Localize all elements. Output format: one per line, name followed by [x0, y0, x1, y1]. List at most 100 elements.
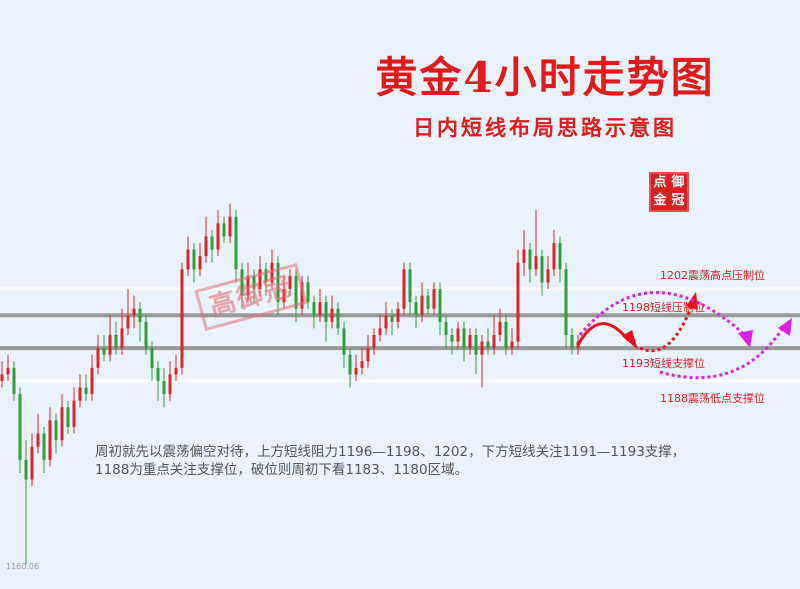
candle	[288, 269, 292, 296]
candle-body	[504, 321, 508, 349]
candle	[522, 229, 526, 276]
level-line-1202	[0, 287, 800, 291]
candle	[324, 295, 328, 342]
candle-body	[342, 328, 346, 355]
candle	[192, 243, 196, 283]
candle-body	[468, 334, 472, 349]
red-arrow-solid	[576, 322, 630, 346]
candle-body	[282, 289, 286, 303]
candle-body	[12, 367, 16, 395]
candle-body	[528, 249, 532, 270]
candle-body	[570, 334, 574, 349]
seal-char: 金	[653, 193, 667, 208]
seal-char: 点	[653, 175, 667, 190]
candle-body	[450, 334, 454, 342]
candle-body	[276, 262, 280, 303]
candle	[342, 321, 346, 368]
candle-body	[480, 341, 484, 355]
candle	[66, 400, 70, 434]
candle	[78, 374, 82, 408]
candle	[138, 302, 142, 342]
candle	[468, 328, 472, 355]
candle-body	[102, 348, 106, 355]
candle	[252, 269, 256, 303]
candle-body	[180, 269, 184, 368]
candle-body	[546, 269, 550, 283]
candle-body	[156, 367, 160, 381]
candle	[420, 282, 424, 322]
candle	[180, 262, 184, 375]
candle	[90, 354, 94, 401]
candle-body	[438, 289, 442, 322]
candle-body	[312, 302, 316, 316]
magenta-arrowhead	[778, 318, 792, 336]
candle	[510, 328, 514, 355]
candle	[390, 308, 394, 335]
candle	[426, 289, 430, 316]
candle	[48, 407, 52, 467]
candle-body	[402, 269, 406, 309]
candle-body	[384, 315, 388, 329]
candle	[384, 302, 388, 335]
candle-body	[48, 420, 52, 460]
candle	[564, 262, 568, 349]
candle	[414, 295, 418, 329]
chart-title: 黄金4小时走势图	[375, 53, 715, 102]
candle-body	[162, 380, 166, 395]
level-label-1193: 1193短线支撑位	[622, 357, 705, 370]
analysis-note: 周初就先以震荡偏空对待，上方短线阻力1196—1198、1202，下方短线关注1…	[95, 443, 685, 479]
seal-char: 冠	[671, 193, 685, 208]
candle	[132, 295, 136, 329]
candle-body	[558, 243, 562, 270]
candle	[228, 203, 232, 244]
candle	[294, 269, 298, 322]
candle	[102, 334, 106, 362]
candle-body	[294, 275, 298, 309]
candle	[450, 328, 454, 355]
candle-body	[78, 387, 82, 401]
candle	[12, 361, 16, 401]
candle	[492, 315, 496, 355]
candle-body	[216, 223, 220, 250]
candle	[54, 413, 58, 454]
candle	[480, 334, 484, 388]
candle-body	[534, 256, 538, 270]
candle	[174, 354, 178, 381]
candle-body	[366, 348, 370, 362]
candle	[258, 256, 262, 296]
candle-body	[252, 275, 256, 289]
red-arrow-dotted	[639, 304, 694, 353]
candle-body	[522, 249, 526, 263]
candle	[36, 413, 40, 454]
candle	[438, 282, 442, 335]
candle	[498, 308, 502, 342]
candle	[366, 334, 370, 368]
candle-body	[378, 328, 382, 335]
candle	[528, 243, 532, 283]
candle-body	[390, 315, 394, 322]
candle-body	[108, 334, 112, 355]
candle	[306, 275, 310, 309]
magenta-arrow-upper	[578, 291, 746, 337]
seal-logo: 点 御 金 冠	[649, 172, 689, 212]
candle-body	[552, 243, 556, 270]
candle	[456, 321, 460, 349]
candle-body	[126, 315, 130, 329]
candle	[96, 334, 100, 375]
candle	[114, 321, 118, 355]
level-label-1202: 1202震荡高点压制位	[660, 269, 765, 282]
candle-body	[54, 420, 58, 441]
candle-body	[306, 282, 310, 303]
candle	[534, 210, 538, 276]
candle-body	[270, 262, 274, 283]
candle	[120, 308, 124, 355]
candle	[336, 302, 340, 335]
candle-body	[330, 308, 334, 322]
candle	[216, 210, 220, 257]
candle	[402, 262, 406, 316]
level-line-1198	[0, 313, 800, 318]
candle	[516, 249, 520, 349]
candle	[282, 275, 286, 309]
note-line: 周初就先以震荡偏空对待，上方短线阻力1196—1198、1202，下方短线关注1…	[95, 444, 686, 460]
candle-body	[474, 334, 478, 355]
